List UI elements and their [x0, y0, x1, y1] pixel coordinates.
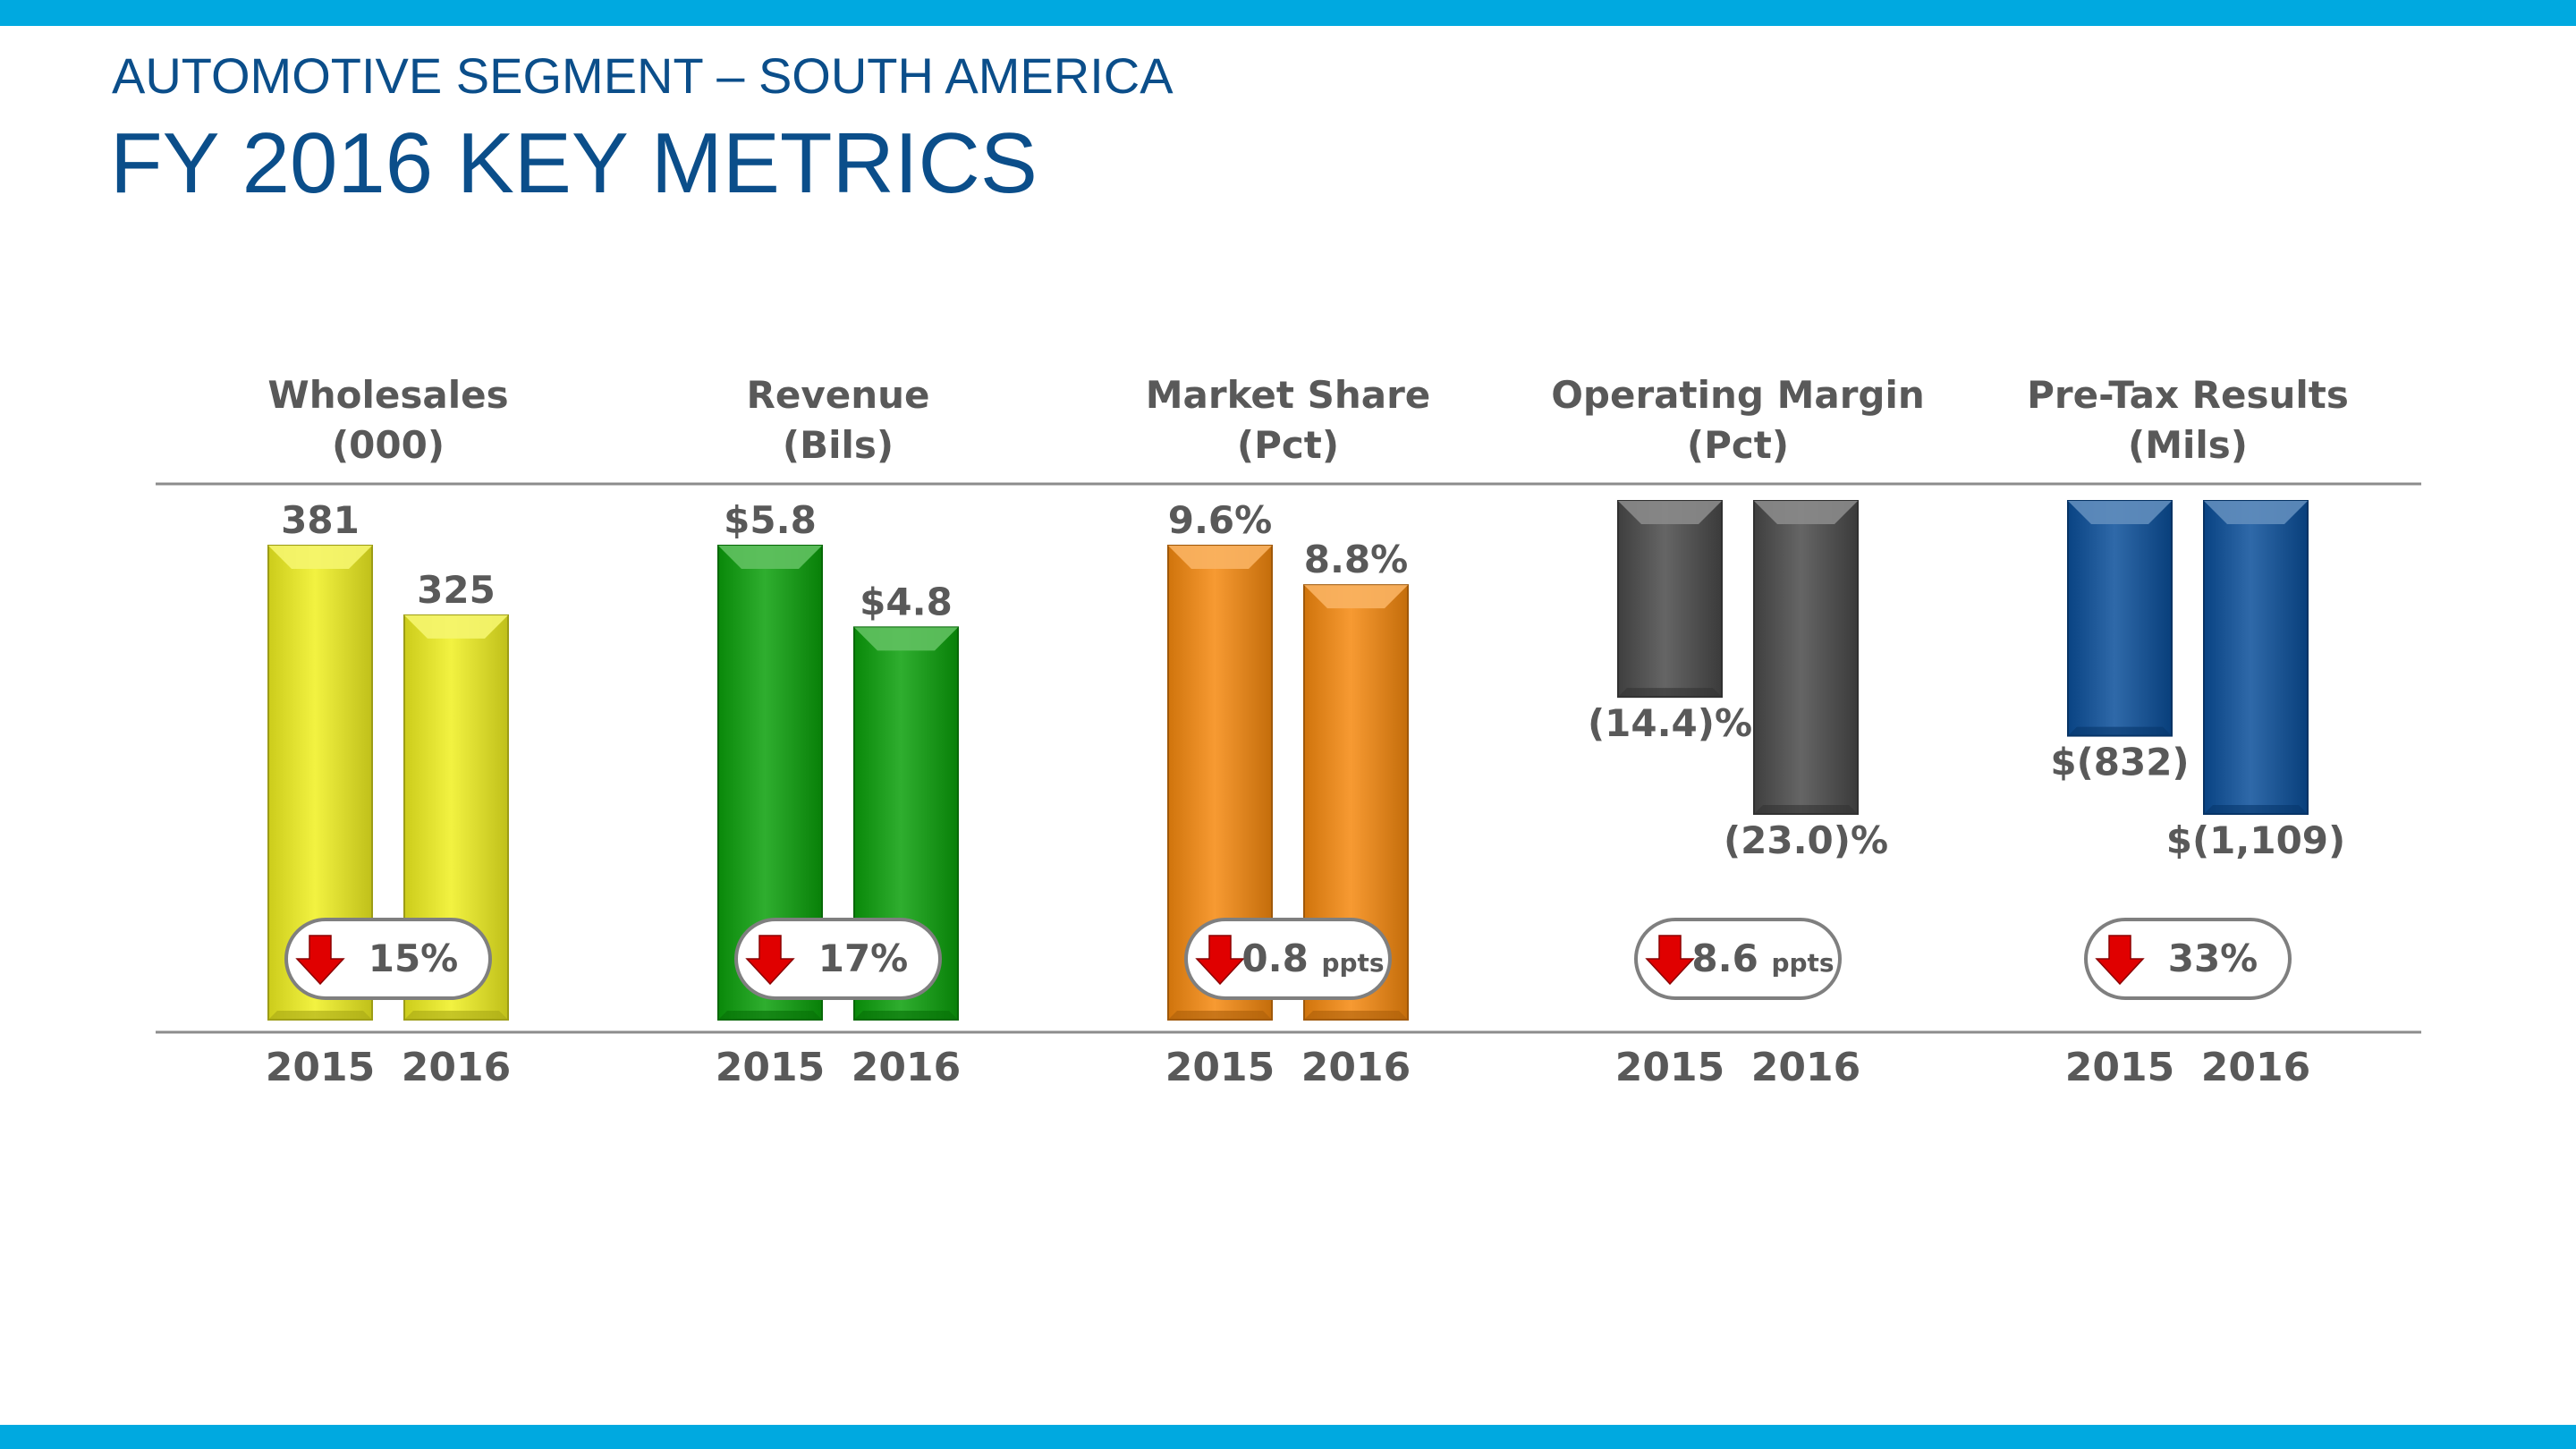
value-label: (14.4)% [1588, 701, 1752, 745]
change-badge-pill [284, 918, 492, 1000]
bar-bevel-bottom [2068, 726, 2172, 736]
year-label: 2015 [1615, 1045, 1724, 1090]
change-unit: ppts [1321, 948, 1384, 978]
bar-bevel-top [1304, 585, 1408, 609]
metric-title: Operating Margin [1551, 373, 1925, 417]
bar-body [2203, 500, 2309, 815]
metric-unit: (000) [332, 423, 445, 467]
metric-title: Pre-Tax Results [2027, 373, 2349, 417]
change-badge: 17% [734, 918, 942, 1000]
bar-bevel-top [1168, 546, 1272, 569]
change-badge-pill [1184, 918, 1392, 1000]
bar-bevel-bottom [854, 1011, 958, 1020]
down-arrow-icon [745, 935, 795, 986]
bar-bevel-top [2204, 501, 2308, 524]
change-badge: 33% [2084, 918, 2292, 1000]
bar-body [2067, 500, 2173, 737]
bottom-accent-bar [0, 1425, 2576, 1449]
change-badge-pill [734, 918, 942, 1000]
bar-bevel-bottom [718, 1011, 822, 1020]
change-unit: ppts [1771, 948, 1834, 978]
metric-title: Revenue [747, 373, 930, 417]
metric-panel-0: Wholesales (000) 381 2015 325 2016 15% [266, 373, 511, 1090]
slide-subtitle: AUTOMOTIVE SEGMENT – SOUTH AMERICA [112, 47, 1174, 104]
bar-bevel-bottom [2204, 805, 2308, 814]
bar-2015 [1617, 500, 1723, 699]
metric-panel-3: Operating Margin (Pct) (14.4)% 2015 (23.0)% 2… [1551, 373, 1925, 1090]
bar-bevel-top [1754, 501, 1858, 524]
value-label: $4.8 [860, 580, 953, 623]
value-label: 9.6% [1168, 498, 1272, 542]
bar-2016 [1753, 500, 1859, 815]
year-label: 2016 [852, 1045, 961, 1090]
metric-unit: (Mils) [2128, 423, 2248, 467]
value-label: $(832) [2050, 741, 2189, 784]
change-value: 17% [818, 936, 909, 980]
down-arrow-icon [1195, 935, 1245, 986]
metric-panel-2: Market Share (Pct) 9.6% 2015 8.8% 2016 0.8 ppt… [1146, 373, 1431, 1090]
bar-bevel-top [854, 627, 958, 651]
bar-2016 [2203, 500, 2309, 815]
value-label: $5.8 [724, 498, 817, 542]
down-arrow-icon [2095, 935, 2145, 986]
bar-bevel-top [718, 546, 822, 569]
bar-bevel-bottom [1754, 805, 1858, 814]
change-badge-pill [1634, 918, 1842, 1000]
metric-title: Market Share [1146, 373, 1431, 417]
change-badge: 0.8 ppts [1184, 918, 1392, 1000]
metric-unit: (Bils) [783, 423, 894, 467]
bar-bevel-bottom [268, 1011, 372, 1020]
down-arrow-icon [1645, 935, 1695, 986]
metric-panel-4: Pre-Tax Results (Mils) $(832) 2015 $(1,109) 2… [2027, 373, 2349, 1090]
metric-unit: (Pct) [1687, 423, 1789, 467]
value-label: $(1,109) [2166, 818, 2345, 862]
slide-title: FY 2016 KEY METRICS [110, 115, 1038, 211]
metric-panel-1: Revenue (Bils) $5.8 2015 $4.8 2016 17% [716, 373, 961, 1090]
bar-bevel-top [404, 614, 508, 639]
change-badge: 15% [284, 918, 492, 1000]
bar-bevel-top [2068, 501, 2172, 524]
value-label: 325 [417, 568, 496, 612]
bar-bevel-bottom [404, 1011, 508, 1020]
down-arrow-icon [295, 935, 345, 986]
value-label: (23.0)% [1724, 818, 1888, 862]
change-badge: 8.6 ppts [1634, 918, 1842, 1000]
year-label: 2016 [1751, 1045, 1860, 1090]
value-label: 8.8% [1304, 538, 1408, 581]
change-value: 33% [2168, 936, 2258, 980]
bar-bevel-bottom [1304, 1011, 1408, 1020]
year-label: 2015 [2065, 1045, 2174, 1090]
change-value: 15% [369, 936, 459, 980]
bar-body [1617, 500, 1723, 699]
bar-bevel-top [1618, 501, 1722, 524]
change-badge-pill [2084, 918, 2292, 1000]
bar-bevel-bottom [1168, 1011, 1272, 1020]
bar-bevel-bottom [1618, 688, 1722, 698]
value-label: 381 [281, 498, 360, 542]
year-label: 2016 [1301, 1045, 1411, 1090]
year-label: 2015 [716, 1045, 825, 1090]
year-label: 2016 [2201, 1045, 2310, 1090]
top-accent-bar [0, 0, 2576, 26]
year-label: 2016 [402, 1045, 511, 1090]
bar-body [1753, 500, 1859, 815]
metric-title: Wholesales [267, 373, 508, 417]
bar-2015 [2067, 500, 2173, 737]
bar-bevel-top [268, 546, 372, 569]
metric-unit: (Pct) [1237, 423, 1339, 467]
year-label: 2015 [266, 1045, 375, 1090]
year-label: 2015 [1165, 1045, 1275, 1090]
